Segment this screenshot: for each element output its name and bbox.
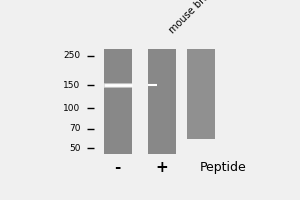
Bar — [148, 49, 176, 154]
Bar — [104, 83, 132, 88]
Text: mouse brain: mouse brain — [168, 0, 218, 36]
Text: 250: 250 — [63, 51, 80, 60]
Text: 70: 70 — [69, 124, 80, 133]
Bar — [104, 49, 132, 154]
Text: Peptide: Peptide — [200, 161, 247, 174]
Text: +: + — [155, 160, 168, 175]
Bar — [188, 49, 215, 139]
Text: -: - — [115, 160, 121, 175]
Text: 50: 50 — [69, 144, 80, 153]
Text: 150: 150 — [63, 81, 80, 90]
Text: 100: 100 — [63, 104, 80, 113]
